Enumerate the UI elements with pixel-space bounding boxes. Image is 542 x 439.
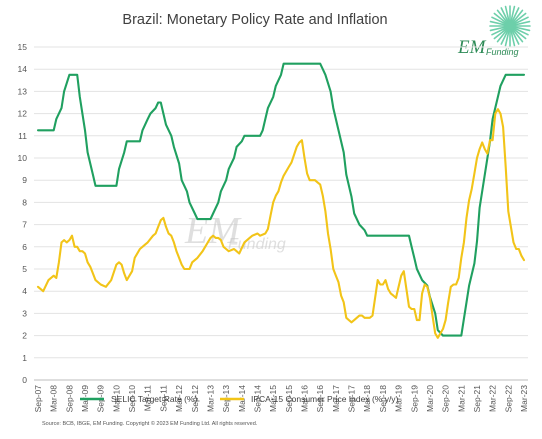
y-tick-label: 1 [22, 353, 27, 363]
x-tick-label: Mar-21 [456, 385, 466, 412]
sun-ray [513, 20, 531, 26]
y-tick-label: 7 [22, 220, 27, 230]
sun-ray [496, 28, 509, 43]
x-tick-label: Sep-19 [409, 385, 419, 413]
x-tick-label: Mar-16 [300, 385, 310, 412]
legend-label-0: SELIC Target Rate (%) [111, 394, 197, 404]
x-tick-label: Sep-17 [347, 385, 357, 413]
sun-ray [504, 5, 510, 23]
y-tick-label: 13 [18, 86, 28, 96]
x-tick-label: Sep-08 [64, 385, 74, 413]
sunburst-icon [489, 5, 531, 47]
sun-ray [500, 7, 510, 24]
x-tick-label: Mar-08 [49, 385, 59, 412]
x-tick-label: Sep-18 [378, 385, 388, 413]
sun-ray [489, 26, 507, 32]
x-tick-label: Mar-13 [205, 385, 215, 412]
series-line-1 [36, 108, 526, 339]
x-tick-label: Sep-20 [441, 385, 451, 413]
y-tick-label: 3 [22, 308, 27, 318]
sun-ray [511, 28, 524, 43]
x-tick-label: Mar-10 [111, 385, 121, 412]
x-tick-label: Sep-14 [252, 385, 262, 413]
sun-ray [496, 9, 509, 24]
y-tick-label: 6 [22, 242, 27, 252]
sun-ray [504, 29, 510, 47]
series-lines [36, 62, 526, 339]
sun-ray [511, 9, 524, 24]
x-tick-label: Sep-22 [503, 385, 513, 413]
sun-ray [512, 12, 527, 25]
source-note: Source: BCB, IBGE, EM Funding. Copyright… [42, 420, 258, 427]
sun-ray [493, 27, 508, 40]
sun-core [506, 22, 514, 30]
sun-ray [512, 27, 527, 40]
em-funding-logo: EM Funding [457, 5, 531, 58]
y-tick-label: 15 [18, 42, 28, 52]
x-tick-label: Mar-23 [519, 385, 529, 412]
chart-title: Brazil: Monetary Policy Rate and Inflati… [122, 12, 387, 28]
x-tick-label: Mar-18 [362, 385, 372, 412]
x-tick-label: Mar-22 [488, 385, 498, 412]
series-line-0 [36, 62, 526, 337]
x-axis-ticks: Sep-07Mar-08Sep-08Mar-09Sep-09Mar-10Sep-… [33, 385, 529, 413]
x-tick-label: Sep-10 [127, 385, 137, 413]
y-tick-label: 0 [22, 375, 27, 385]
sun-ray [491, 16, 508, 26]
x-tick-label: Mar-19 [394, 385, 404, 412]
x-tick-label: Mar-12 [174, 385, 184, 412]
x-tick-label: Mar-20 [425, 385, 435, 412]
watermark-brand-text: EM [184, 210, 242, 252]
watermark: EM Funding [184, 210, 286, 253]
gridlines [34, 46, 528, 381]
sun-ray [513, 26, 531, 32]
x-tick-label: Mar-11 [143, 385, 153, 412]
y-tick-label: 12 [18, 109, 28, 119]
y-tick-label: 2 [22, 331, 27, 341]
legend-label-1: IPCA-15 Consumer Price Index (% y/y) [251, 394, 399, 404]
x-tick-label: Sep-07 [33, 385, 43, 413]
x-tick-label: Mar-15 [268, 385, 278, 412]
x-tick-label: Sep-12 [190, 385, 200, 413]
y-tick-label: 14 [18, 64, 28, 74]
sun-ray [500, 28, 510, 45]
x-tick-label: Sep-15 [284, 385, 294, 413]
sun-ray [493, 12, 508, 25]
y-tick-label: 11 [18, 131, 27, 141]
y-tick-label: 9 [22, 175, 27, 185]
sun-ray [491, 26, 508, 36]
y-tick-label: 8 [22, 197, 27, 207]
sun-ray [510, 28, 520, 45]
x-tick-label: Sep-21 [472, 385, 482, 413]
sun-ray [512, 16, 529, 26]
sun-ray [512, 26, 529, 36]
y-tick-label: 5 [22, 264, 27, 274]
x-tick-label: Sep-16 [315, 385, 325, 413]
y-tick-label: 10 [18, 153, 28, 163]
logo-sub-text: Funding [486, 47, 519, 57]
y-tick-label: 4 [22, 286, 27, 296]
x-tick-label: Mar-17 [331, 385, 341, 412]
sun-ray [510, 7, 520, 24]
sun-ray [489, 20, 507, 26]
sun-ray [510, 29, 516, 47]
legend: SELIC Target Rate (%) IPCA-15 Consumer Pr… [80, 394, 399, 404]
sun-ray [510, 5, 516, 23]
x-tick-label: Sep-11 [158, 385, 168, 412]
